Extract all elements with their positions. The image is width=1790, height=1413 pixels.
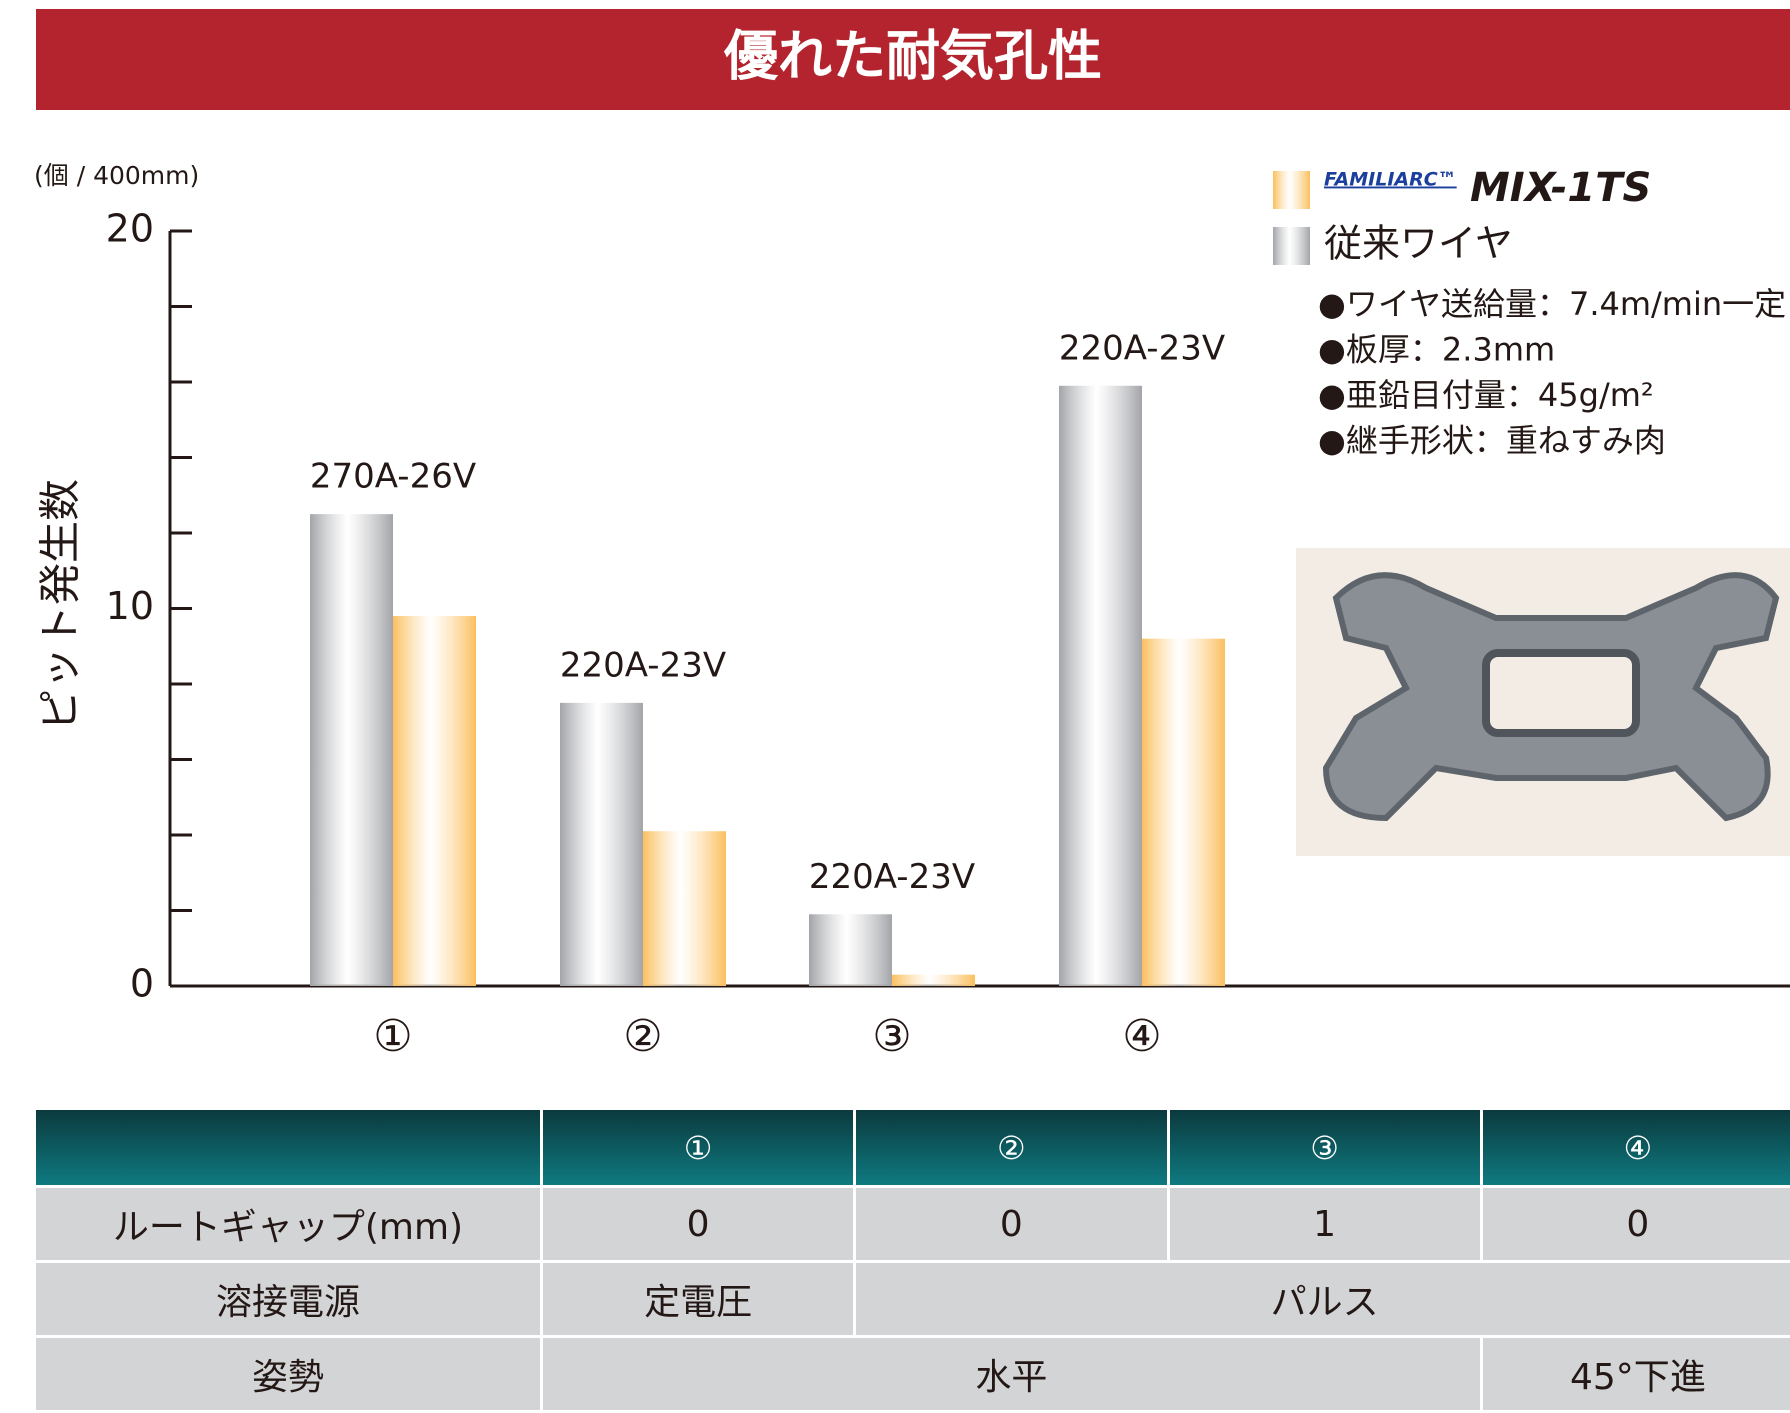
bar-annotation: 220A-23V [1059,328,1225,368]
title-banner [36,9,1790,110]
chart: 優れた耐気孔性 (個 / 400mm) ピット発生数 FAMILIARC™ MIX… [34,9,1790,1062]
table-header: ① ② ③ ④ [36,1110,1790,1185]
legend: FAMILIARC™ MIX-1TS 従来ワイヤ [1273,165,1651,266]
bar [1142,638,1225,986]
unit-label: (個 / 400mm) [34,161,199,190]
x-tick-label: ① [373,1011,412,1062]
cell: 1 [1169,1188,1480,1260]
legend-swatch [1273,227,1310,265]
condition-table: ① ② ③ ④ ルートギャップ(mm) 0 0 1 0 溶接電源 定電圧 パルス… [33,1107,1790,1413]
bar [1059,385,1142,986]
legend-brand: FAMILIARC™ [1324,169,1457,191]
cell: 水平 [543,1338,1480,1410]
row-label: 溶接電源 [36,1263,540,1335]
bar-annotation: 220A-23V [809,857,975,897]
bar-annotation: 220A-23V [560,645,726,685]
condition-note: ●板厚：2.3mm [1318,331,1555,369]
bar [643,831,726,986]
y-axis-label: ピット発生数 [36,479,85,731]
cell: 0 [543,1188,854,1260]
weld-photo [1296,548,1790,856]
y-tick-label: 0 [130,962,154,1006]
row-label: ルートギャップ(mm) [36,1188,540,1260]
header-cell [36,1110,540,1185]
table-row: 溶接電源 定電圧 パルス [36,1263,1790,1335]
legend-label: MIX-1TS [1470,165,1651,211]
legend-label: 従来ワイヤ [1324,222,1513,266]
table-row: 姿勢 水平 45°下進 [36,1338,1790,1410]
x-tick-label: ③ [872,1011,911,1062]
condition-note: ●亜鉛目付量：45g/m² [1318,376,1654,414]
bar [892,974,975,986]
header-cell: ② [856,1110,1167,1185]
header-cell: ③ [1169,1110,1480,1185]
table-row: ルートギャップ(mm) 0 0 1 0 [36,1188,1790,1260]
condition-note: ●ワイヤ送給量：7.4m/min一定 [1318,285,1786,323]
bar [310,514,393,986]
cell: パルス [856,1263,1790,1335]
y-tick-label: 10 [106,584,154,628]
bar [809,914,892,986]
cell: 45°下進 [1482,1338,1790,1410]
x-tick-label: ② [623,1011,662,1062]
header-cell: ④ [1482,1110,1790,1185]
bar [560,702,643,986]
legend-swatch [1273,171,1310,209]
x-tick-label: ④ [1122,1011,1161,1062]
cell: 0 [856,1188,1167,1260]
condition-note: ●継手形状：重ねすみ肉 [1318,422,1666,460]
header-cell: ① [543,1110,854,1185]
bar [393,616,476,986]
bar-annotation: 270A-26V [310,457,476,497]
y-tick-label: 20 [106,207,154,251]
chart-title: 優れた耐気孔性 [723,25,1102,88]
cell: 0 [1482,1188,1790,1260]
cell: 定電圧 [543,1263,854,1335]
row-label: 姿勢 [36,1338,540,1410]
